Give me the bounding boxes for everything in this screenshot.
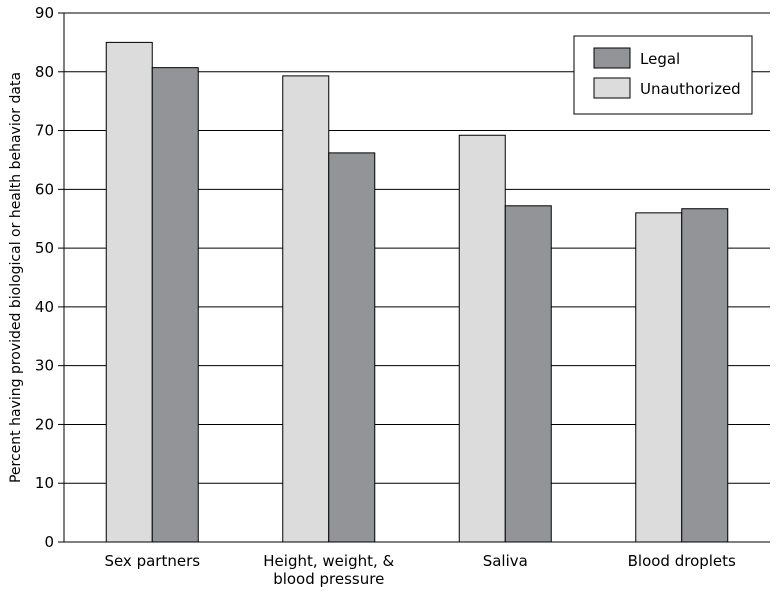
x-category-label-2-line-0: Saliva bbox=[483, 552, 528, 570]
legend-swatch-unauthorized bbox=[593, 77, 631, 99]
x-category-label-3-line-0: Blood droplets bbox=[628, 552, 736, 570]
y-tick-label-40: 40 bbox=[35, 298, 54, 316]
bar-legal-0 bbox=[151, 67, 199, 543]
x-labels: Sex partners Height, weight, &blood press… bbox=[104, 552, 736, 588]
legend-swatch-legal bbox=[593, 47, 631, 69]
y-tick-label-50: 50 bbox=[35, 239, 54, 257]
bar-legal-3 bbox=[681, 208, 729, 543]
y-tick-label-60: 60 bbox=[35, 180, 54, 198]
y-tick-label-30: 30 bbox=[35, 357, 54, 375]
bars bbox=[105, 41, 729, 543]
bar-legal-1 bbox=[328, 152, 376, 543]
bar-unauthorized-0 bbox=[105, 41, 153, 543]
y-tick-label-20: 20 bbox=[35, 415, 54, 433]
y-tick-label-0: 0 bbox=[44, 533, 54, 551]
legend: Legal Unauthorized bbox=[573, 35, 753, 115]
y-tick-label-90: 90 bbox=[35, 4, 54, 22]
bar-unauthorized-2 bbox=[458, 134, 506, 543]
x-category-label-1-line-0: Height, weight, & bbox=[263, 552, 394, 570]
axes bbox=[63, 13, 770, 543]
bar-legal-2 bbox=[504, 205, 552, 543]
y-axis-label: Percent having provided biological or he… bbox=[8, 72, 24, 483]
x-category-label-1-line-1: blood pressure bbox=[273, 570, 384, 588]
bar-unauthorized-3 bbox=[635, 212, 683, 543]
y-ticks: 0 10 20 30 40 50 60 70 80 90 bbox=[35, 4, 64, 551]
bar-unauthorized-1 bbox=[282, 75, 330, 543]
y-tick-label-10: 10 bbox=[35, 474, 54, 492]
legend-label-unauthorized: Unauthorized bbox=[640, 80, 741, 98]
legend-label-legal: Legal bbox=[640, 50, 680, 68]
x-category-label-0-line-0: Sex partners bbox=[104, 552, 200, 570]
y-tick-label-70: 70 bbox=[35, 122, 54, 140]
y-tick-label-80: 80 bbox=[35, 63, 54, 81]
